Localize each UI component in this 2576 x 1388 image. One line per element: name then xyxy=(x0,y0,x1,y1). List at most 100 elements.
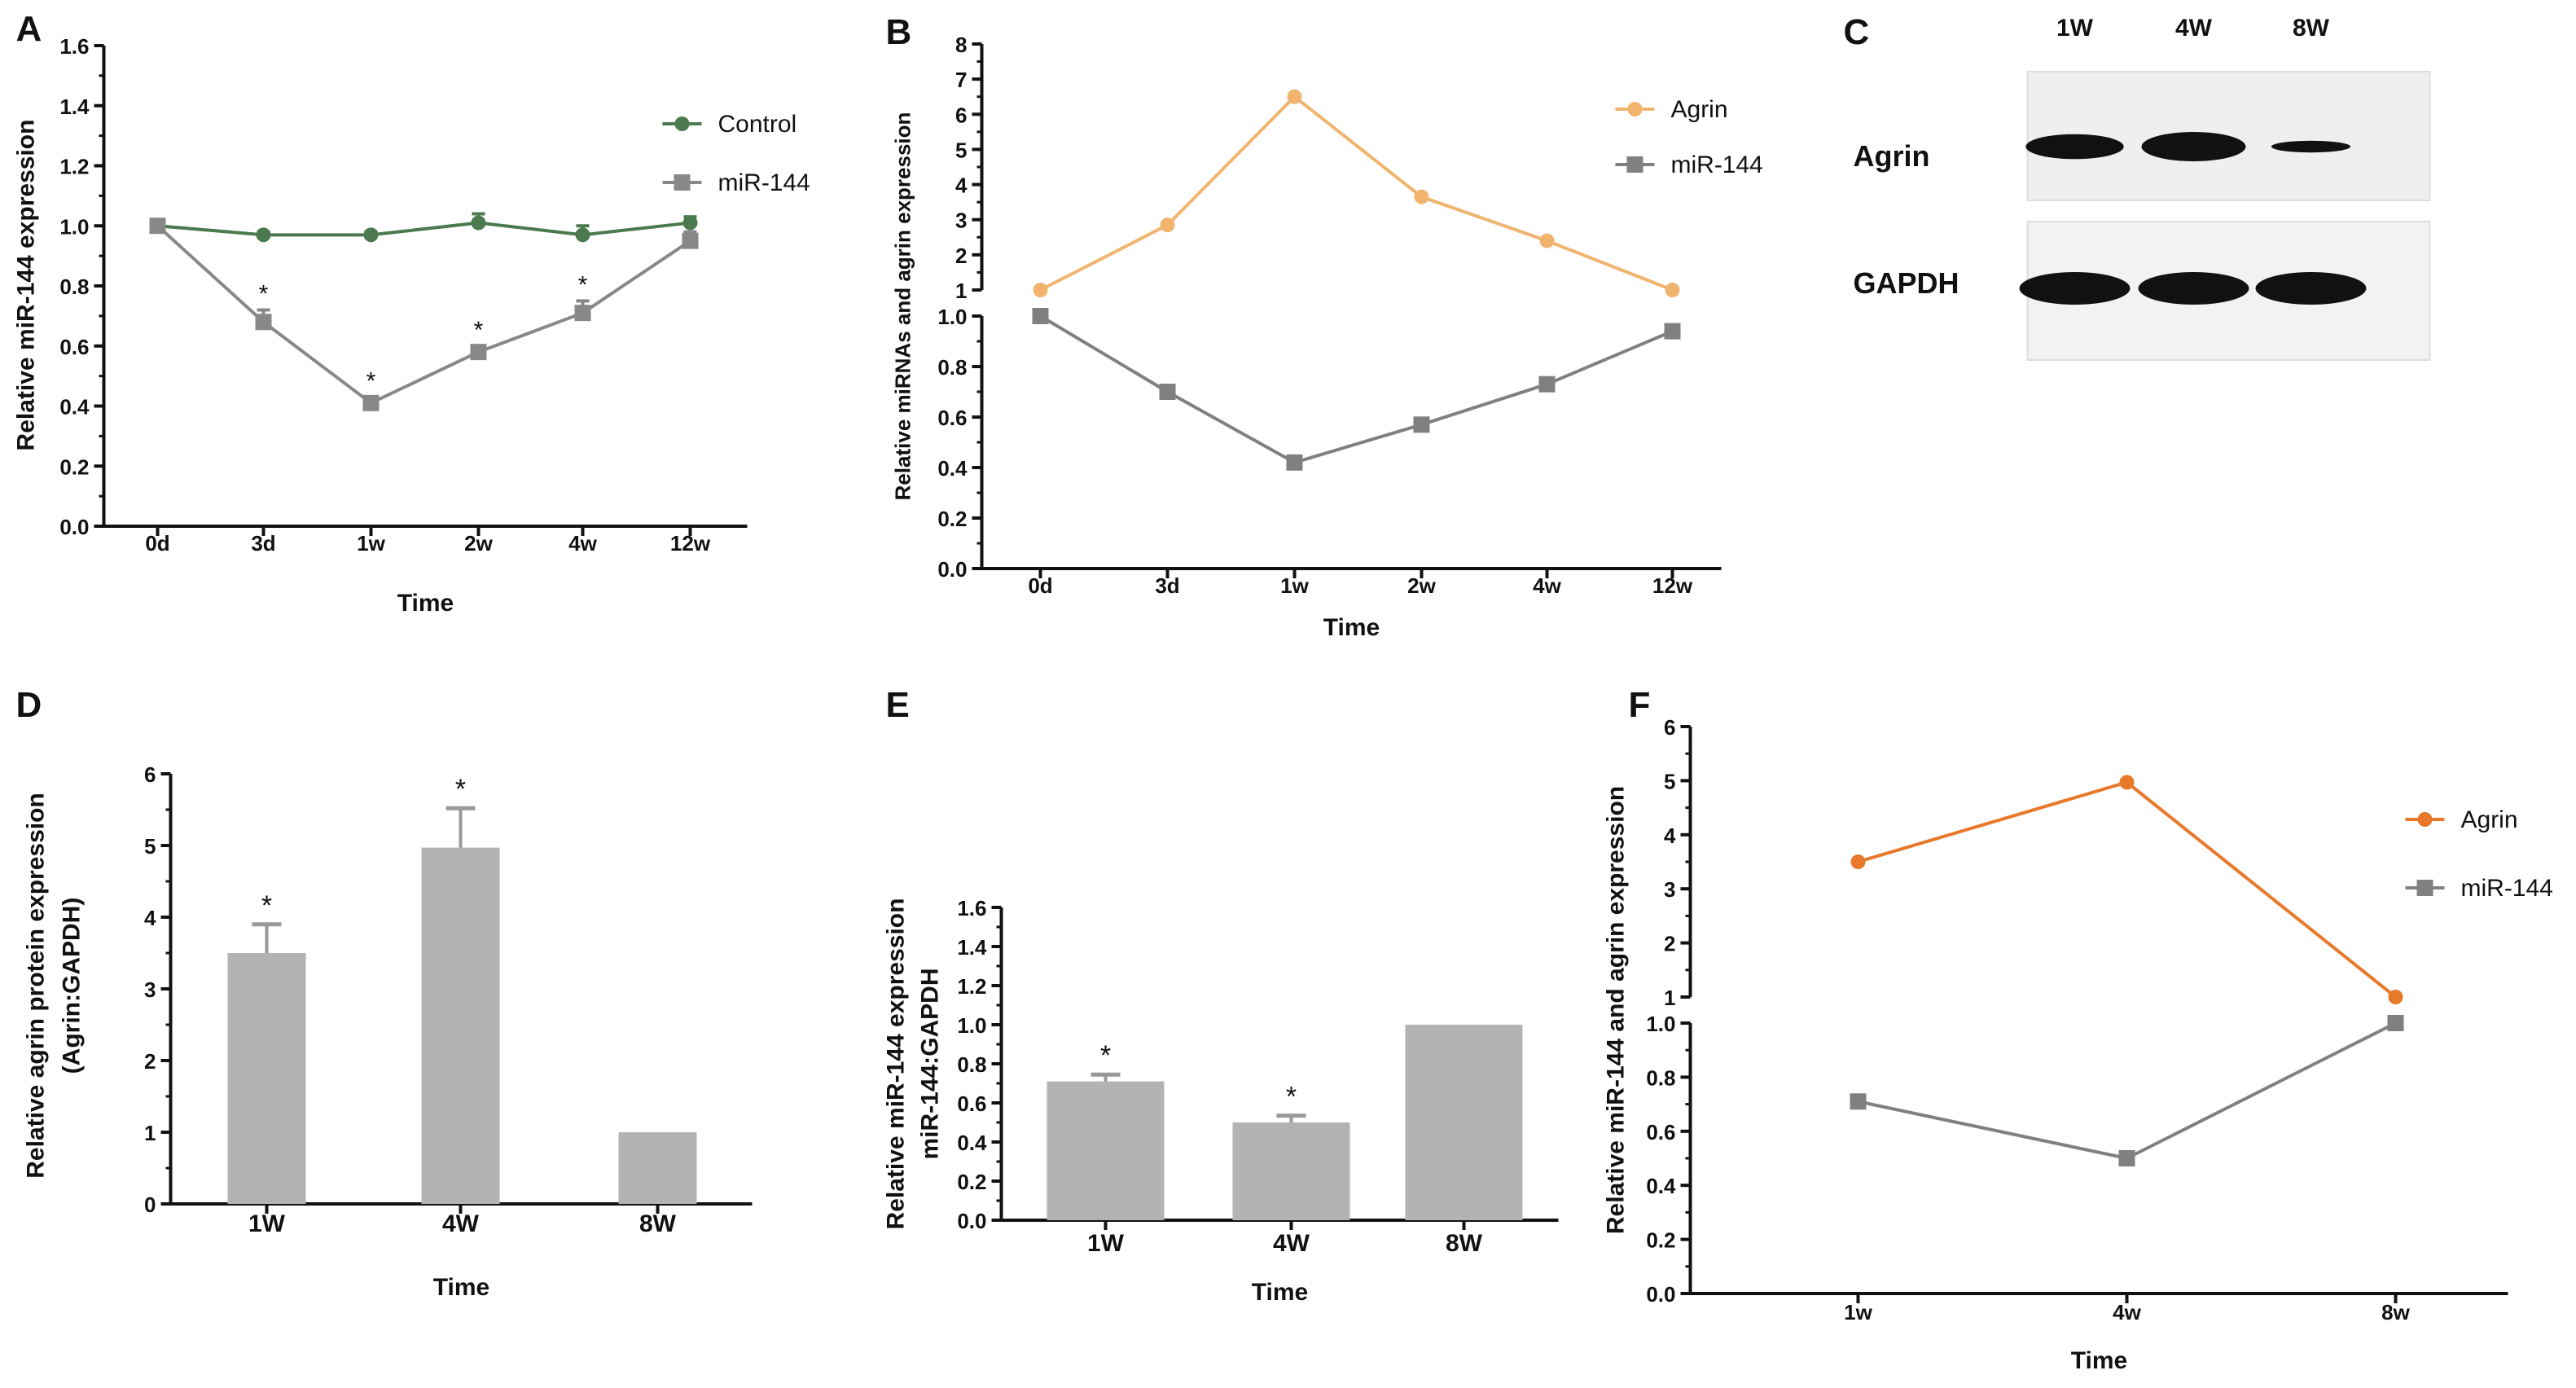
x-tick-label: 1W xyxy=(1087,1230,1125,1257)
y-tick-label: 7 xyxy=(955,68,967,92)
y-tick-label: 6 xyxy=(1664,715,1675,740)
data-point xyxy=(1538,376,1556,393)
y-tick-label: 1.0 xyxy=(957,1013,986,1038)
y-tick-label: 6 xyxy=(144,762,156,787)
data-point xyxy=(149,217,166,235)
y-tick-label: 0.6 xyxy=(937,406,967,430)
agrin-band xyxy=(2271,140,2351,153)
y-tick-label: 0.2 xyxy=(957,1170,986,1194)
data-point xyxy=(470,344,487,361)
lane-label: 4W xyxy=(2175,15,2213,42)
y-tick-label: 0 xyxy=(144,1193,156,1217)
agrin-band xyxy=(2141,132,2246,161)
data-point xyxy=(2388,990,2403,1004)
y-tick-label: 1.0 xyxy=(59,214,89,239)
x-tick-label: 1W xyxy=(248,1210,286,1237)
x-tick-label: 4W xyxy=(442,1210,480,1237)
y-tick-label: 1 xyxy=(955,279,967,303)
data-point xyxy=(1414,189,1429,204)
significance-star: * xyxy=(1100,1040,1111,1071)
y-tick-label: 0.8 xyxy=(937,355,967,380)
legend-label-miR-144: miR-144 xyxy=(1671,152,1763,178)
x-tick-label: 4w xyxy=(568,531,597,556)
significance-star: * xyxy=(578,271,588,298)
y-tick-label: 0.2 xyxy=(1646,1228,1675,1253)
y-tick-label: 3 xyxy=(955,209,967,233)
chart-F: 0.0 0.2 0.4 0.6 0.8 1.01 2 3 4 5 6 1w 4w 8w Time Relati… xyxy=(1603,715,2553,1374)
y-tick-label: 1 xyxy=(1664,986,1675,1010)
data-point xyxy=(2118,1150,2135,1166)
y-tick-label: 0.4 xyxy=(937,456,968,481)
x-tick-label: 1w xyxy=(1280,573,1309,598)
data-point xyxy=(1413,416,1430,433)
series-line-Agrin xyxy=(1039,94,1674,292)
x-tick-label: 2w xyxy=(1407,573,1436,598)
y-axis-title: Relative agrin protein expression xyxy=(23,793,50,1178)
series-line-miR-144 xyxy=(1039,314,1674,464)
legend-label-miR-144: miR-144 xyxy=(2461,875,2553,902)
legend-marker xyxy=(1626,156,1643,173)
legend-label-Agrin: Agrin xyxy=(2461,806,2518,833)
bar-8W xyxy=(618,1132,697,1204)
legend-marker xyxy=(674,174,691,191)
legend-label-miR-144: miR-144 xyxy=(718,169,810,196)
y-tick-label: 8 xyxy=(955,33,967,57)
x-tick-label: 4w xyxy=(2113,1300,2141,1324)
gapdh-band xyxy=(2019,272,2131,305)
row-label-agrin: Agrin xyxy=(1854,139,1930,173)
significance-star: * xyxy=(1286,1082,1297,1113)
y-tick-label: 0.0 xyxy=(937,557,967,582)
data-point xyxy=(575,227,590,243)
panel-letter-A: A xyxy=(16,9,42,49)
western-blot-panel: 1W 4W 8W Agrin GAPDH xyxy=(1854,15,2431,361)
gapdh-band xyxy=(2255,272,2367,305)
y-tick-label: 0.8 xyxy=(1646,1065,1675,1090)
y-tick-label: 1.0 xyxy=(937,305,967,329)
y-tick-label: 0.0 xyxy=(1646,1282,1675,1307)
y-tick-label: 0.8 xyxy=(59,275,89,299)
y-tick-label: 4 xyxy=(1664,824,1676,848)
panel-letter-D: D xyxy=(16,685,42,725)
y-axis-title: Relative miR-144 and agrin expression xyxy=(1603,786,1630,1234)
x-tick-label: 3d xyxy=(1155,573,1179,598)
y-tick-label: 0.0 xyxy=(957,1209,986,1233)
data-point xyxy=(471,215,486,231)
significance-star: * xyxy=(261,890,272,921)
y-tick-label: 5 xyxy=(955,138,967,162)
data-point xyxy=(1286,454,1303,471)
data-point xyxy=(2119,775,2135,790)
data-point xyxy=(1850,854,1866,869)
x-tick-label: 12w xyxy=(670,531,711,556)
data-point xyxy=(1159,384,1176,400)
y-axis-title: Relative miR-144 expression xyxy=(883,898,910,1230)
x-axis-title: Time xyxy=(397,590,454,617)
y-tick-label: 0.4 xyxy=(59,395,90,419)
panel-letter-E: E xyxy=(886,685,910,725)
y-tick-label: 2 xyxy=(1664,932,1675,956)
y-tick-label: 0.8 xyxy=(957,1052,986,1077)
data-point xyxy=(682,215,698,231)
row-label-gapdh: GAPDH xyxy=(1854,266,1959,300)
data-point xyxy=(1287,89,1302,104)
data-point xyxy=(1664,323,1681,340)
gapdh-band xyxy=(2138,272,2249,305)
legend-label-Control: Control xyxy=(718,111,797,138)
chart-E: 0.0 0.2 0.4 0.6 0.8 1.0 1.2 1.4 1.6 1W 4W 8W Time Rel… xyxy=(883,896,1559,1306)
x-axis-title: Time xyxy=(2071,1347,2127,1374)
y-axis-title-2: (Agrin:GAPDH) xyxy=(59,898,86,1074)
y-tick-label: 0.4 xyxy=(1646,1174,1676,1198)
legend-marker xyxy=(674,116,690,131)
y-tick-label: 5 xyxy=(1664,769,1675,793)
data-point xyxy=(1539,233,1555,248)
y-tick-label: 2 xyxy=(144,1049,156,1074)
y-axis-title-2: miR-144:GAPDH xyxy=(917,968,944,1159)
x-tick-label: 1w xyxy=(357,531,385,556)
y-axis-title: Relative miR-144 expression xyxy=(13,120,40,451)
y-tick-label: 1.6 xyxy=(957,896,986,920)
y-tick-label: 0.6 xyxy=(59,335,89,359)
bar-8W xyxy=(1405,1025,1523,1220)
bar-1W xyxy=(227,953,306,1204)
y-tick-label: 6 xyxy=(955,103,967,127)
y-tick-label: 0.2 xyxy=(937,507,967,531)
bar-4W xyxy=(421,847,500,1204)
